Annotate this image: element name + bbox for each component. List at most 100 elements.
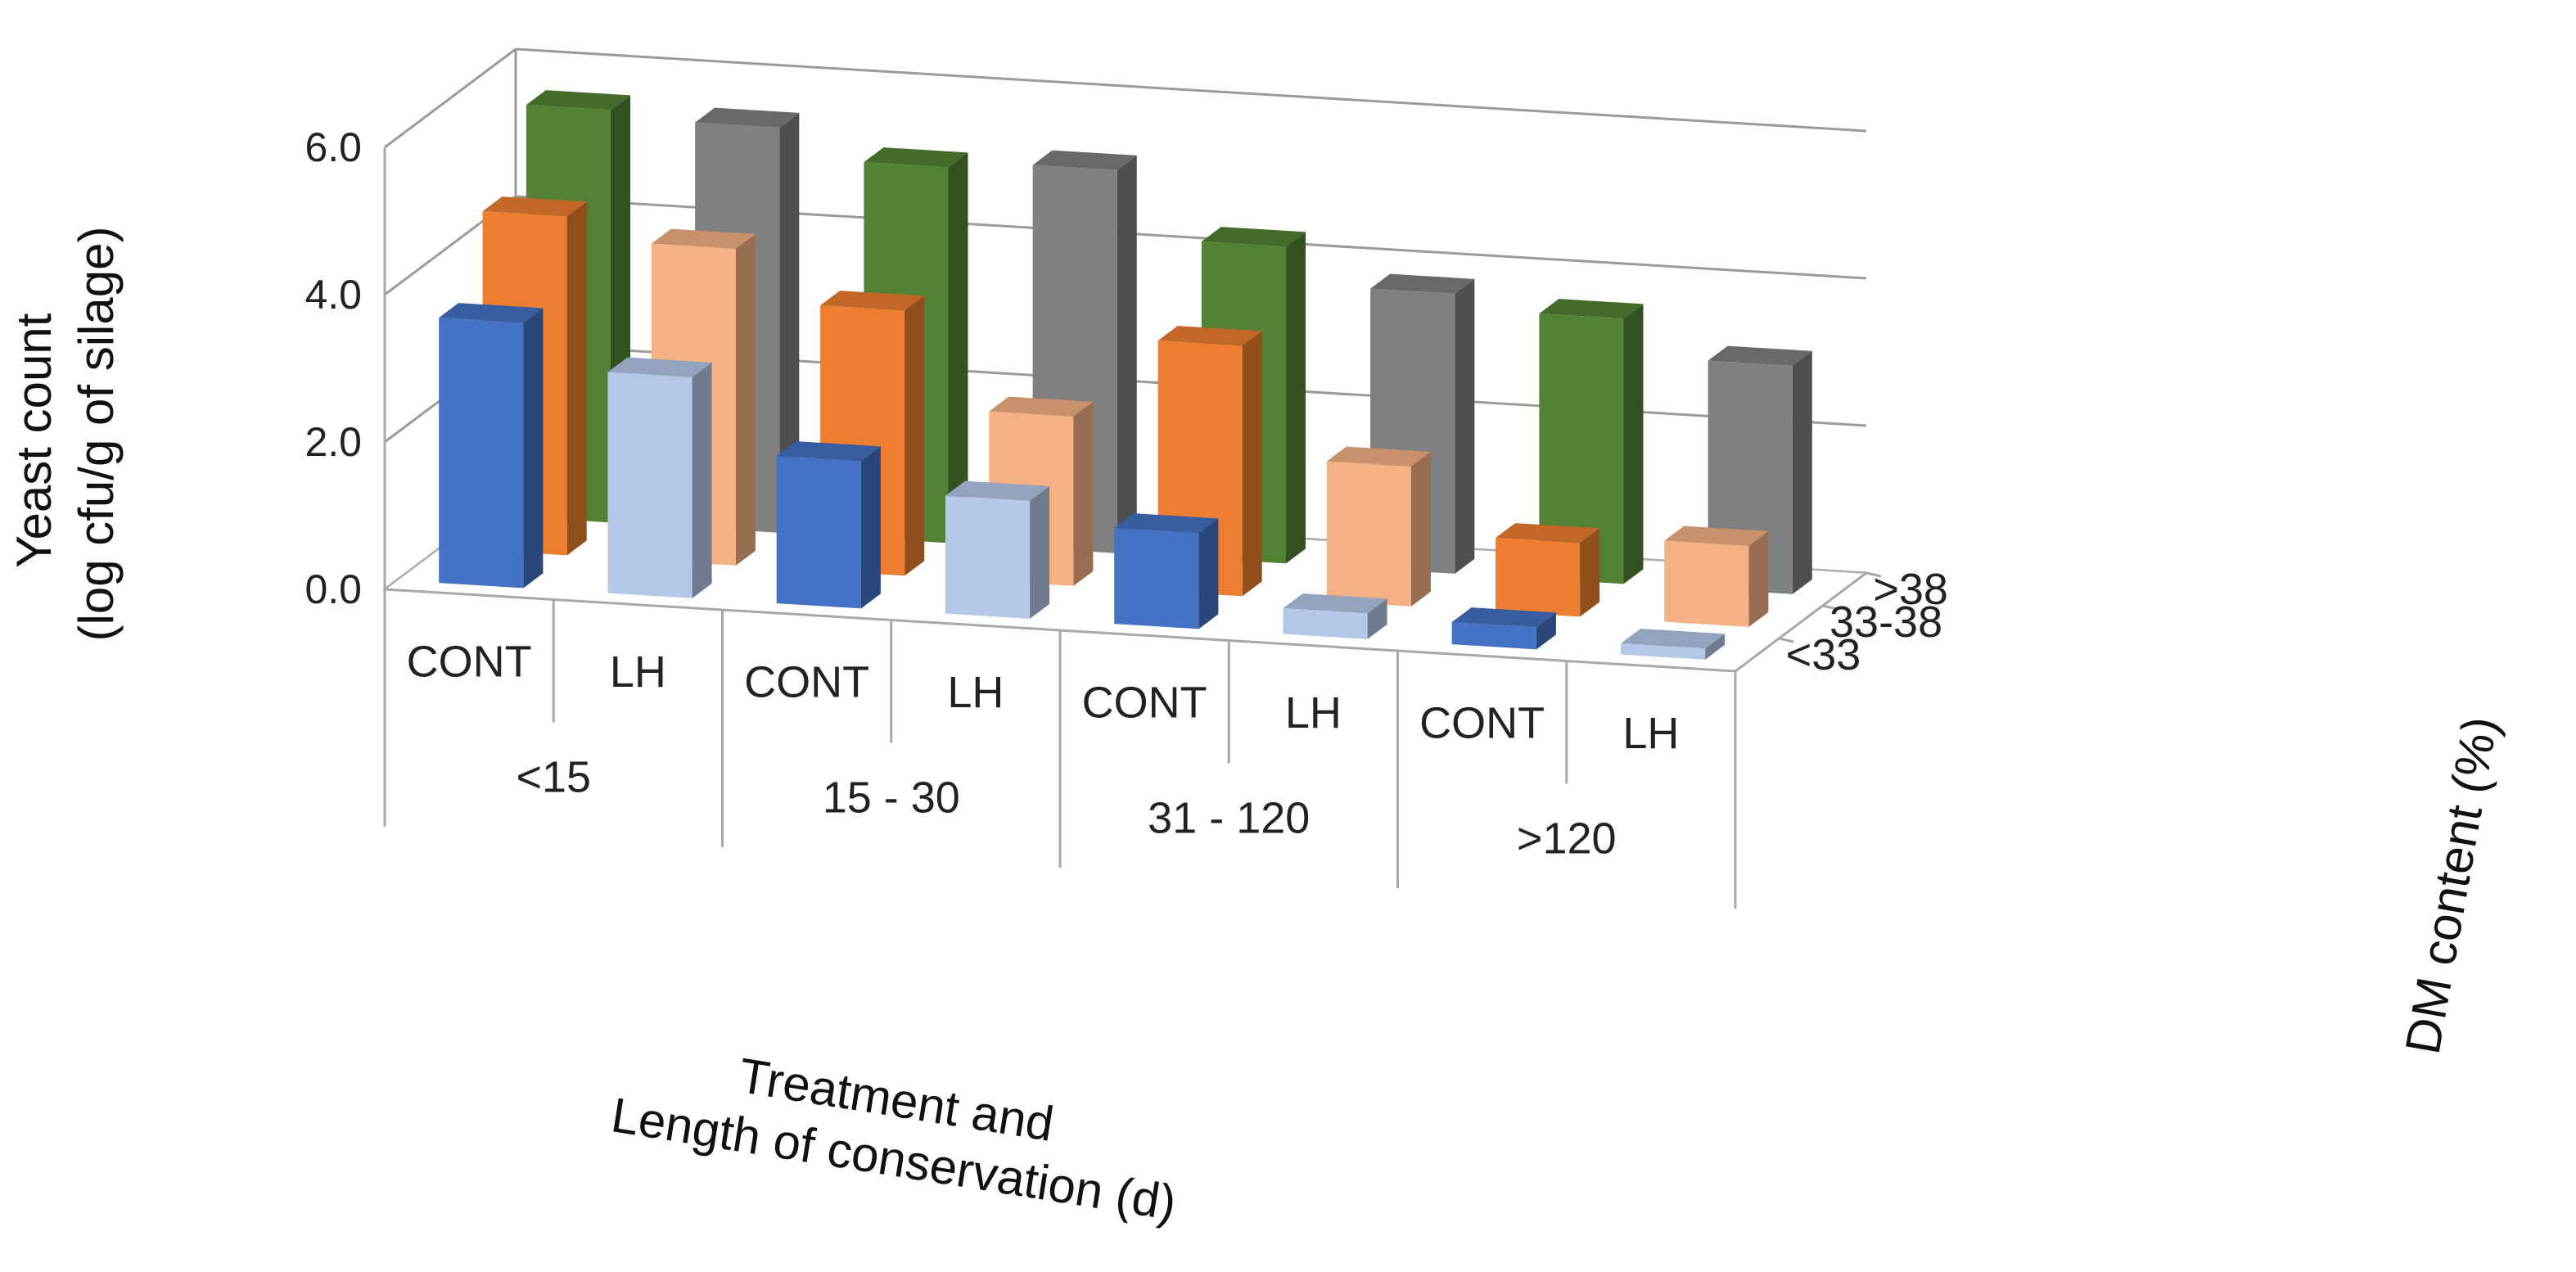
- bar-side: [779, 112, 800, 533]
- bar-side: [1580, 528, 1600, 617]
- depth-tick: [1822, 604, 1838, 611]
- bar-side: [1030, 485, 1050, 619]
- bar-top: [1664, 525, 1769, 546]
- bar-side: [523, 308, 544, 589]
- bar-top: [439, 303, 544, 323]
- bar-top: [1157, 326, 1262, 346]
- x-group-label: 15 - 30: [823, 774, 960, 823]
- bar-cont-120-dm-33: [1451, 607, 1556, 650]
- bar-side: [566, 201, 587, 556]
- bar-front: [945, 495, 1031, 619]
- bar-front: [607, 372, 692, 598]
- x-treatment-label: LH: [947, 668, 1004, 717]
- bar-top: [1201, 227, 1306, 247]
- bar-side: [735, 233, 756, 566]
- bar-side: [1367, 598, 1387, 639]
- bar-side: [860, 446, 881, 609]
- bar-top: [1283, 593, 1387, 614]
- bar-top: [1539, 299, 1644, 319]
- bar-front: [1283, 608, 1368, 639]
- bar-top: [1114, 513, 1219, 534]
- bar-top: [526, 90, 630, 111]
- bar-front: [776, 456, 861, 609]
- bar-front: [439, 318, 524, 589]
- bar-side: [948, 152, 968, 544]
- bar-side: [1073, 401, 1094, 586]
- bar-top: [695, 107, 800, 128]
- depth-category-label: <33: [1786, 630, 1861, 679]
- bar-side: [1536, 612, 1556, 650]
- bar-cont-31-120-dm-33: [1114, 513, 1219, 629]
- bar-front: [1539, 313, 1624, 584]
- bar-front: [1326, 461, 1411, 607]
- bar-top: [1326, 446, 1431, 467]
- bar-top: [1370, 273, 1475, 294]
- depth-axis-line: [1735, 571, 1867, 673]
- bar-top: [607, 357, 712, 377]
- bar-top: [1708, 345, 1812, 366]
- bar-side: [1792, 350, 1812, 594]
- bar-cont-15-30-dm-3338: [820, 291, 925, 576]
- bar-front: [1451, 622, 1536, 650]
- bar-lh-120-dm-33: [1621, 629, 1726, 660]
- y-tick-label: 0.0: [305, 566, 362, 612]
- y-axis-title: Yeast count (log cfu/g of silage): [7, 227, 124, 642]
- bar-top: [864, 147, 968, 168]
- x-treatment-label: CONT: [1082, 678, 1207, 727]
- bar-side: [905, 295, 925, 576]
- bar-lh-120-dm-3338: [1664, 525, 1769, 627]
- bar-side: [1198, 518, 1219, 629]
- bar-lh-15-30-dm-33: [945, 480, 1050, 619]
- bar-lh-15-dm-33: [607, 357, 712, 598]
- depth-category-label: 33-38: [1829, 598, 1942, 647]
- x-treatment-label: CONT: [407, 637, 532, 686]
- bar-top: [1032, 150, 1137, 170]
- bar-front: [1496, 538, 1581, 617]
- x-group-label: <15: [516, 753, 591, 802]
- x-treatment-label: LH: [1285, 688, 1342, 737]
- bar-cont-15-dm-33: [439, 303, 544, 589]
- x-group-label: >120: [1517, 814, 1617, 864]
- bar-top: [820, 291, 925, 311]
- x-treatment-label: CONT: [1419, 698, 1545, 747]
- bar-top: [1621, 629, 1726, 649]
- bar-side: [1455, 278, 1475, 574]
- bar-side: [1286, 232, 1306, 564]
- bar-side: [692, 362, 712, 598]
- x-treatment-label: LH: [610, 647, 666, 697]
- x-group-label: 31 - 120: [1148, 794, 1310, 843]
- bar-side: [1623, 304, 1644, 584]
- x-treatment-label: LH: [1622, 709, 1679, 758]
- bar-lh-31-120-dm-3338: [1326, 446, 1431, 607]
- bar-side: [1705, 634, 1726, 660]
- x-treatment-label: CONT: [744, 657, 869, 706]
- bar-front: [1664, 540, 1749, 627]
- bar-side: [1117, 155, 1137, 553]
- z-axis-title: DM content (%): [2395, 712, 2508, 1058]
- bar-top: [1496, 523, 1600, 544]
- bar-top: [482, 196, 587, 217]
- x-axis-title: Treatment and Length of conservation (d): [607, 1029, 1189, 1230]
- bar-front: [1114, 528, 1199, 629]
- bar-top: [989, 396, 1094, 417]
- depth-tick: [1865, 571, 1882, 578]
- bar-top: [776, 441, 881, 462]
- bars: [439, 90, 1812, 660]
- bar-cont-120-dm-38: [1539, 299, 1644, 584]
- bar-top: [945, 480, 1050, 501]
- y-tick-label: 4.0: [305, 272, 362, 318]
- bar-top: [651, 228, 756, 249]
- depth-tick: [1779, 637, 1794, 643]
- bar-side: [1748, 530, 1769, 627]
- bar-lh-31-120-dm-33: [1283, 593, 1387, 639]
- bar-cont-120-dm-3338: [1496, 523, 1600, 617]
- depth-category-label: >38: [1873, 565, 1948, 614]
- chart-labels: 0.0 2.0 4.0 6.0 CONT LH CONT LH CONT LH CONT LH <15 1…: [305, 124, 1948, 909]
- bar-side: [1242, 331, 1262, 597]
- bar-top: [1451, 607, 1556, 628]
- bar-side: [1410, 451, 1431, 607]
- bar-front: [1621, 643, 1706, 660]
- y-tick-label: 2.0: [305, 419, 362, 465]
- y-tick-label: 6.0: [305, 124, 362, 170]
